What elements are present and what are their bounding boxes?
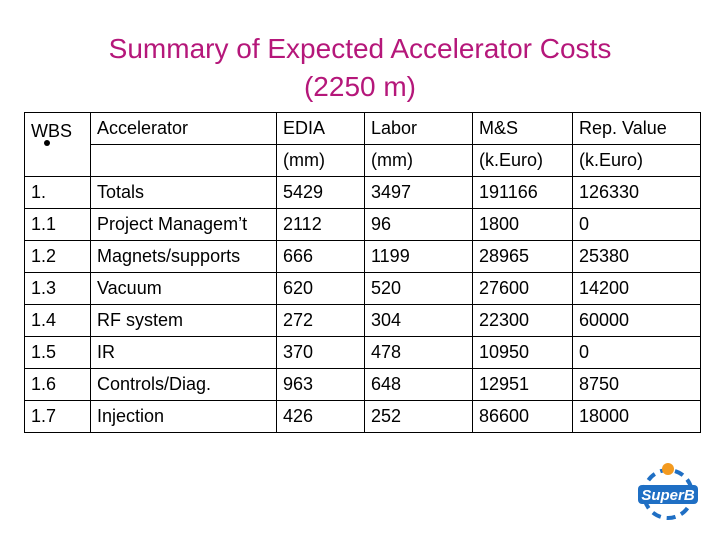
table-cell: 28965 (472, 240, 573, 273)
title-line-2: (2250 m) (303, 71, 417, 102)
table-cell: 191166 (472, 176, 573, 209)
table-row: 1.5 IR 370 478 10950 0 (24, 336, 701, 369)
table-cell: 666 (276, 240, 365, 273)
header-cell: Rep. Value (572, 112, 701, 145)
table-cell: 1.4 (24, 304, 91, 337)
logo-banner (638, 485, 698, 504)
title-line-1: Summary of Expected Accelerator Costs (108, 33, 612, 64)
header-cell: EDIA (276, 112, 365, 145)
table-cell: 963 (276, 368, 365, 401)
table-cell: 1. (24, 176, 91, 209)
table-cell: Project Managem’t (90, 208, 277, 241)
table-cell: 272 (276, 304, 365, 337)
table-cell: 60000 (572, 304, 701, 337)
table-cell: 86600 (472, 400, 573, 433)
table-cell: 1800 (472, 208, 573, 241)
table-row: 1. Totals 5429 3497 191166 126330 (24, 176, 701, 209)
table-cell: 1.1 (24, 208, 91, 241)
table-cell: 10950 (472, 336, 573, 369)
bullet-icon (44, 140, 50, 146)
table-cell: 1.2 (24, 240, 91, 273)
header-cell (90, 144, 277, 177)
header-cell: Accelerator (90, 112, 277, 145)
table-cell: 478 (364, 336, 473, 369)
table-cell: Magnets/supports (90, 240, 277, 273)
header-units-row: (mm) (mm) (k.Euro) (k.Euro) (25, 144, 701, 177)
table-cell: 370 (276, 336, 365, 369)
header-wbs: WBS (31, 121, 73, 141)
table-cell: 1.3 (24, 272, 91, 305)
logo-orange-dot (662, 463, 674, 475)
table-row: 1.6 Controls/Diag. 963 648 12951 8750 (24, 368, 701, 401)
table-cell: 25380 (572, 240, 701, 273)
slide-title: Summary of Expected Accelerator Costs (2… (0, 30, 720, 106)
table-cell: Vacuum (90, 272, 277, 305)
header-cell: (mm) (276, 144, 365, 177)
table-cell: RF system (90, 304, 277, 337)
header-cell: Labor (364, 112, 473, 145)
table-cell: Totals (90, 176, 277, 209)
table-cell: 252 (364, 400, 473, 433)
superb-logo: SuperB (638, 463, 698, 520)
table-row: 1.2 Magnets/supports 666 1199 28965 2538… (24, 240, 701, 273)
table-row: 1.7 Injection 426 252 86600 18000 (24, 400, 701, 433)
table-cell: 1.5 (24, 336, 91, 369)
table-cell: 648 (364, 368, 473, 401)
table-cell: 18000 (572, 400, 701, 433)
table-cell: 126330 (572, 176, 701, 209)
table-cell: 1199 (364, 240, 473, 273)
table-cell: 2112 (276, 208, 365, 241)
table-cell: 1.7 (24, 400, 91, 433)
table-cell: 1.6 (24, 368, 91, 401)
table-row: 1.1 Project Managem’t 2112 96 1800 0 (24, 208, 701, 241)
table-cell: Controls/Diag. (90, 368, 277, 401)
table-cell: 27600 (472, 272, 573, 305)
table-row: 1.3 Vacuum 620 520 27600 14200 (24, 272, 701, 305)
header-row: WBS Accelerator EDIA Labor M&S Rep. Valu… (24, 112, 701, 177)
table-cell: 426 (276, 400, 365, 433)
table-cell: 304 (364, 304, 473, 337)
table-cell: 0 (572, 208, 701, 241)
header-cell: (k.Euro) (472, 144, 573, 177)
table-cell: 520 (364, 272, 473, 305)
logo-text: SuperB (641, 487, 695, 504)
table-cell: 12951 (472, 368, 573, 401)
header-cell: (k.Euro) (572, 144, 701, 177)
table-cell: 0 (572, 336, 701, 369)
table-cell: 620 (276, 272, 365, 305)
table-cell: 3497 (364, 176, 473, 209)
table-cell: 22300 (472, 304, 573, 337)
header-cell: (mm) (364, 144, 473, 177)
table-cell: 8750 (572, 368, 701, 401)
header-cell: WBS (24, 112, 91, 177)
table-cell: 5429 (276, 176, 365, 209)
table-cell: 14200 (572, 272, 701, 305)
table-cell: Injection (90, 400, 277, 433)
cost-table: WBS Accelerator EDIA Labor M&S Rep. Valu… (24, 112, 701, 433)
header-cell: M&S (472, 112, 573, 145)
table-cell: IR (90, 336, 277, 369)
table-row: 1.4 RF system 272 304 22300 60000 (24, 304, 701, 337)
table-cell: 96 (364, 208, 473, 241)
